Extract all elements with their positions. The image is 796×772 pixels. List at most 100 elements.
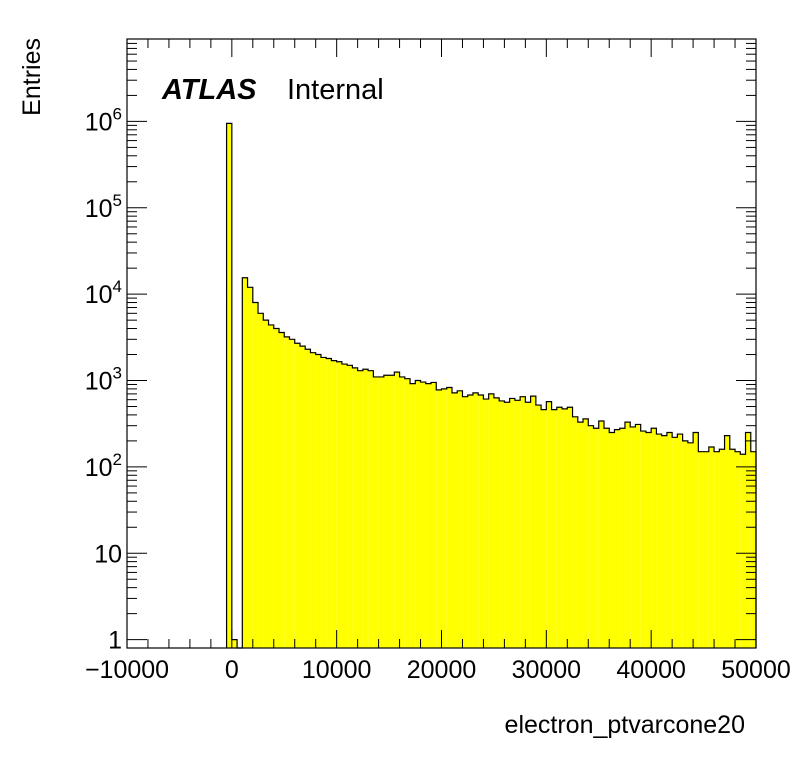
histogram-bar [724, 435, 730, 648]
histogram-bar [242, 277, 248, 648]
histogram-bar [252, 302, 259, 648]
histogram-bar [273, 328, 280, 648]
histogram-bar [687, 442, 694, 648]
histogram-bar [341, 364, 348, 648]
y-tick-label: 106 [85, 104, 122, 136]
x-tick-label: 20000 [407, 656, 477, 684]
histogram-bar [535, 405, 542, 648]
histogram-bar [373, 376, 379, 648]
histogram-bar [577, 422, 584, 648]
histogram-bar [231, 639, 238, 648]
histogram-bar [677, 434, 683, 648]
x-tick-label: 50000 [721, 656, 791, 684]
y-tick-label: 104 [85, 277, 122, 309]
histogram-bar [457, 390, 463, 648]
histogram-bar [347, 365, 353, 648]
y-axis-title: Entries [18, 38, 46, 116]
histogram-bar [320, 357, 327, 648]
x-tick-label: 30000 [512, 656, 582, 684]
histogram-bar [258, 313, 264, 648]
histogram-bar [394, 372, 400, 648]
histogram-bar [556, 407, 563, 648]
histogram-bar [588, 425, 594, 648]
histogram-bar [714, 451, 720, 648]
histogram-bar [645, 432, 652, 648]
histogram-bar [331, 360, 337, 648]
histogram-bar [672, 437, 678, 648]
y-tick-labels: 1 10 102 103 104 105 106 [85, 104, 122, 654]
histogram-bar [462, 396, 468, 648]
x-axis-title: electron_ptvarcone20 [505, 711, 745, 739]
histogram-bar [651, 428, 657, 648]
atlas-label: ATLAS [161, 74, 257, 106]
x-tick-label: −10000 [85, 656, 169, 684]
histogram-bar [389, 375, 395, 648]
histogram-bar [362, 369, 369, 648]
histogram-bar [299, 346, 306, 648]
histogram-bar [593, 428, 599, 648]
histogram-bar [352, 367, 358, 648]
histogram-bar [546, 401, 552, 648]
histogram-bar [294, 343, 300, 648]
histogram-bar [431, 382, 437, 648]
histogram-bar [698, 451, 704, 648]
histogram-bar [735, 451, 741, 648]
histogram-bar [572, 416, 578, 648]
histogram-bar [708, 446, 715, 648]
histogram-bar [514, 400, 521, 648]
axis-ticks [126, 38, 757, 648]
histogram-bar [451, 392, 458, 648]
histogram-bar [441, 388, 447, 648]
histogram-bar [609, 432, 615, 648]
histogram-bar [226, 123, 232, 648]
histogram-bar [729, 449, 736, 648]
histogram-bar [410, 383, 416, 648]
histogram-bar [472, 392, 479, 648]
y-tick-label: 103 [85, 364, 122, 396]
histogram-bar [478, 394, 484, 648]
histogram-bar [446, 387, 452, 648]
histogram-bar [745, 432, 751, 648]
histogram-bar [289, 339, 295, 648]
histogram-bar [467, 394, 473, 648]
histogram-bar [656, 434, 662, 648]
histogram-bar [635, 424, 641, 648]
histogram-bar [603, 428, 610, 648]
histogram-bar [504, 402, 510, 648]
x-tick-label: 40000 [616, 656, 686, 684]
histogram-bar [614, 429, 620, 648]
y-tick-label: 105 [85, 191, 122, 223]
histogram-bar [357, 370, 363, 648]
histogram-bar [383, 375, 390, 648]
histogram-bar [268, 324, 274, 648]
histogram-bar [499, 400, 505, 648]
histogram-bar [666, 432, 673, 648]
histogram-bar [279, 332, 285, 648]
histogram-bar [624, 422, 631, 648]
histogram-bar [562, 408, 568, 648]
x-tick-label: 10000 [302, 656, 372, 684]
histogram-bar [368, 370, 374, 648]
histogram-bar [336, 361, 342, 648]
histogram-bar [378, 376, 384, 648]
y-tick-label: 1 [108, 627, 122, 655]
histogram-bar [315, 354, 321, 648]
histogram-bar [404, 378, 411, 648]
histogram-bar [541, 409, 547, 648]
y-tick-label: 102 [85, 450, 122, 482]
x-tick-label: 0 [225, 656, 239, 684]
histogram-bar [263, 320, 269, 648]
histogram-bar [530, 396, 536, 648]
histogram-bar [509, 398, 515, 648]
histogram-bar [551, 409, 557, 648]
histogram-bar [425, 383, 432, 648]
histogram-bar [305, 349, 311, 648]
histogram-bar [567, 407, 573, 648]
histogram-bar [703, 451, 709, 648]
histogram-bar [326, 358, 332, 648]
histogram-bar [598, 420, 604, 648]
histogram-bar [520, 396, 526, 648]
histogram-bar [488, 393, 494, 648]
histogram-bar [483, 399, 489, 648]
